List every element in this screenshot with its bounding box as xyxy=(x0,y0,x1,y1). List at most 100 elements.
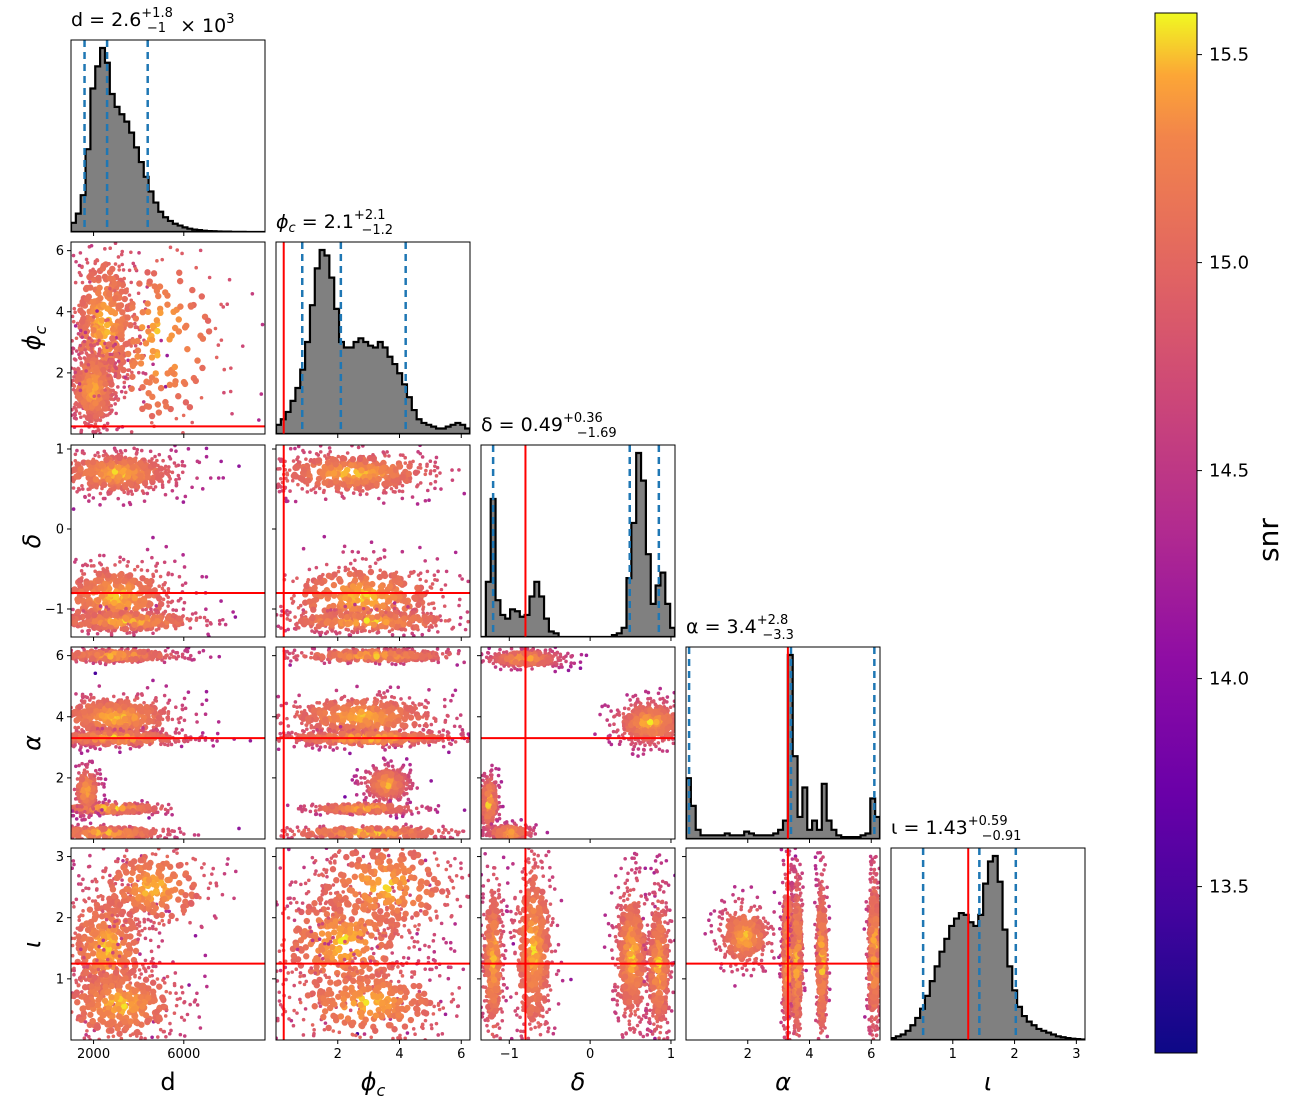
panel-content xyxy=(276,445,470,637)
scatter-point xyxy=(377,662,382,666)
scatter-point xyxy=(171,649,175,654)
scatter-point xyxy=(435,557,440,561)
scatter-point xyxy=(118,555,122,560)
panel-frame xyxy=(70,444,266,638)
scatter-point xyxy=(96,428,101,432)
scatter-point xyxy=(134,730,141,738)
scatter-point xyxy=(463,627,468,632)
scatter-point xyxy=(87,628,92,633)
scatter-point xyxy=(111,826,119,833)
scatter-point xyxy=(160,804,164,808)
scatter-point xyxy=(390,662,394,666)
scatter-point xyxy=(322,534,327,539)
scatter-point xyxy=(386,583,394,590)
scatter-point xyxy=(295,705,299,709)
scatter-point xyxy=(370,593,378,601)
scatter-point xyxy=(162,660,167,665)
scatter-point xyxy=(423,711,428,715)
scatter-point xyxy=(106,730,113,737)
y-tick-label: 2 xyxy=(56,771,64,786)
scatter-point xyxy=(426,701,430,705)
scatter-point xyxy=(72,375,76,379)
y-tick-label: −1 xyxy=(45,603,64,618)
scatter-point xyxy=(399,697,403,701)
scatter-point xyxy=(96,351,101,356)
scatter-point xyxy=(101,453,106,458)
scatter-point xyxy=(306,598,313,605)
scatter-point xyxy=(171,612,176,617)
scatter-point xyxy=(76,624,81,629)
scatter-point xyxy=(324,701,328,705)
scatter-point xyxy=(141,371,145,375)
scatter-point xyxy=(345,701,352,709)
scatter-point xyxy=(164,653,168,658)
scatter-point xyxy=(88,343,93,347)
scatter-point xyxy=(164,301,171,308)
scatter-point xyxy=(98,592,106,600)
scatter-point xyxy=(219,459,223,464)
scatter-point xyxy=(308,450,312,454)
scatter-point xyxy=(71,486,76,490)
scatter-point xyxy=(121,729,126,733)
panel-frame xyxy=(275,444,471,638)
scatter-point xyxy=(101,825,108,832)
scatter-point xyxy=(93,768,98,773)
scatter-point xyxy=(123,375,128,379)
scatter-point xyxy=(292,704,296,709)
scatter-point xyxy=(103,388,107,392)
scatter-point xyxy=(227,277,232,282)
scatter-point xyxy=(300,487,305,491)
scatter-point xyxy=(119,627,124,632)
scatter-point xyxy=(123,390,128,395)
scatter-point xyxy=(94,651,101,659)
scatter-point xyxy=(140,799,144,803)
panel-content xyxy=(276,242,470,434)
scatter-point xyxy=(71,507,76,511)
scatter-point xyxy=(126,368,130,373)
scatter-point xyxy=(393,490,397,494)
scatter-point xyxy=(109,633,114,637)
scatter-point xyxy=(311,584,318,592)
scatter-point xyxy=(87,707,94,714)
scatter-point xyxy=(160,586,165,591)
scatter-point xyxy=(343,568,348,573)
scatter-point xyxy=(325,609,330,613)
scatter-point xyxy=(294,622,298,627)
scatter-point xyxy=(305,490,310,494)
scatter-point xyxy=(371,628,375,633)
panel-content xyxy=(71,445,265,637)
scatter-point xyxy=(237,464,241,468)
scatter-point xyxy=(166,738,170,743)
scatter-point xyxy=(78,328,83,333)
scatter-point xyxy=(383,618,390,626)
scatter-point xyxy=(107,262,111,266)
scatter-point xyxy=(311,487,316,491)
scatter-point xyxy=(159,338,163,343)
scatter-point xyxy=(71,314,75,319)
scatter-point xyxy=(257,418,261,422)
scatter-point xyxy=(98,418,103,423)
scatter-point xyxy=(74,461,82,468)
scatter-point xyxy=(97,294,104,302)
scatter-point xyxy=(121,295,128,303)
scatter-point xyxy=(290,478,295,483)
scatter-point xyxy=(102,449,107,454)
scatter-point xyxy=(85,600,93,607)
scatter-point xyxy=(439,487,443,491)
scatter-point xyxy=(78,251,83,255)
scatter-point xyxy=(98,772,103,776)
scatter-point xyxy=(407,647,411,650)
scatter-point xyxy=(285,716,289,721)
scatter-point xyxy=(288,446,293,451)
scatter-point xyxy=(305,477,312,484)
scatter-point xyxy=(154,696,158,700)
scatter-point xyxy=(119,389,124,394)
scatter-point xyxy=(106,317,110,322)
scatter-point xyxy=(112,593,120,600)
scatter-point xyxy=(100,481,108,489)
scatter-point xyxy=(82,829,89,836)
panel-content xyxy=(71,40,265,232)
scatter-point xyxy=(120,366,127,374)
scatter-point xyxy=(129,430,134,434)
